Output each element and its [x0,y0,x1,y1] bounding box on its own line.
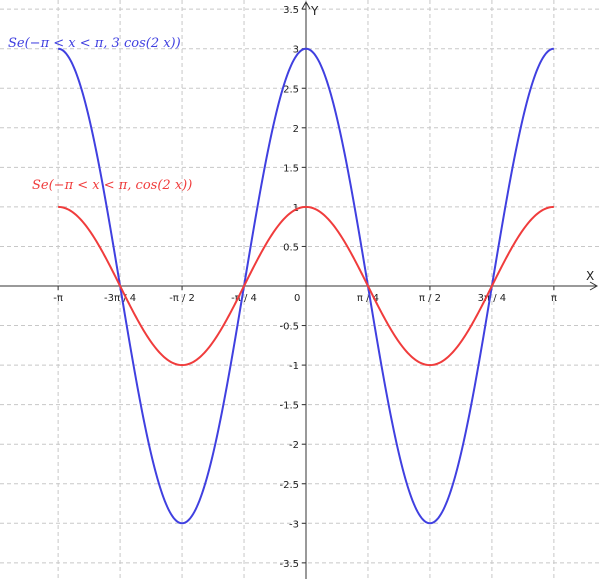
x-tick-label: π / 4 [357,293,379,304]
series-label-2: Se(−π < x < π, cos(2 x)) [32,178,192,193]
x-axis-label: X [586,269,594,283]
y-tick-label: -2 [289,440,299,451]
y-tick-label: 3.5 [283,5,299,16]
x-tick-label: -3π / 4 [104,293,136,304]
y-axis-arrow [301,0,311,10]
series-label-1: Se(−π < x < π, 3 cos(2 x)) [8,36,181,51]
x-tick-label: -π / 2 [169,293,195,304]
y-tick-label: -2.5 [279,480,299,491]
y-tick-label: -3 [289,519,299,530]
y-tick-label: -0.5 [279,322,299,333]
y-tick-label: -1.5 [279,401,299,412]
y-tick-label: 2 [293,124,299,135]
x-tick-label: 3π / 4 [478,293,506,304]
x-axis-arrow [589,281,599,291]
y-tick-label: -1 [289,361,299,372]
tick-labels: -π -3π / 4 -π / 2 -π / 4 0 π / 4 π / 2 3π / 4 π 3… [53,5,557,570]
series-labels: Se(−π < x < π, 3 cos(2 x)) Se(−π < x < π,… [8,36,192,193]
y-tick-label: -3.5 [279,559,299,570]
y-tick-label: 1.5 [283,163,299,174]
x-tick-label: π [551,293,557,304]
y-tick-label: 3 [293,45,299,56]
series-lines [58,47,554,525]
x-tick-label: π / 2 [419,293,441,304]
x-tick-label: -π / 4 [231,293,257,304]
y-tick-label: 1 [293,203,299,214]
x-tick-label: -π [53,293,63,304]
x-tick-label: 0 [294,293,300,304]
y-axis-label: Y [310,4,319,18]
series-line-2 [58,205,554,367]
y-tick-label: 2.5 [283,84,299,95]
series-line-1 [58,47,554,525]
y-tick-label: 0.5 [283,242,299,253]
